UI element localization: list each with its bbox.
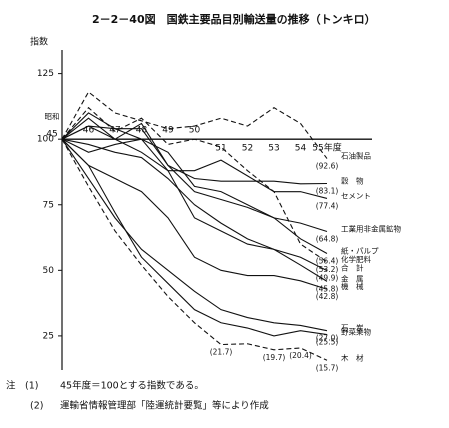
x-tick-label: 48: [136, 126, 148, 136]
x-tick-label: 54: [295, 144, 307, 154]
value-label: (77.4): [316, 201, 339, 210]
series-line: [61, 138, 328, 282]
series-line: [61, 122, 328, 185]
x-tick-label: 45: [46, 130, 57, 140]
series-name: 石 炭: [341, 324, 364, 333]
series-name: 金 属: [341, 273, 364, 283]
x-tick-label: 49: [162, 126, 174, 136]
series-name: 野菜果物: [341, 327, 371, 337]
series-name: 合 計: [341, 263, 364, 273]
series-name: セメント: [341, 191, 371, 200]
value-label: (15.7): [316, 363, 339, 372]
series-name: 木 材: [341, 352, 364, 362]
series-name: 穀 物: [341, 176, 364, 186]
series-name: 工業用非金属鉱物: [341, 224, 401, 234]
x-tick-label: 52: [242, 144, 253, 154]
notes: 注 (1) 45年度＝100とする指数である。 (2) 運輸省情報管理部「陸運統…: [6, 380, 269, 412]
x-prefix: 昭和: [45, 112, 60, 121]
y-tick-label: 125: [37, 69, 54, 79]
note-mark: (2): [30, 401, 43, 412]
value-label: (83.1): [316, 187, 339, 196]
y-tick-label: 25: [43, 331, 54, 341]
value-label: (25.5): [316, 338, 339, 347]
value-label: (27.0): [316, 334, 339, 343]
y-tick-label: 50: [43, 266, 55, 276]
value-label: (49.9): [316, 274, 339, 283]
series-line: [61, 106, 328, 263]
value-label: (56.4): [316, 257, 339, 266]
chart-title: 2－2－40図 国鉄主要品目別輸送量の推移（トンキロ）: [92, 12, 376, 26]
value-label: (92.6): [316, 162, 339, 171]
series-name: 紙・パルプ: [341, 246, 379, 256]
series-line: [61, 138, 328, 290]
note-text: 45年度＝100とする指数である。: [60, 380, 204, 392]
x-tick-label: 55年度: [312, 142, 341, 154]
x-tick-label: 53: [268, 144, 279, 154]
y-axis-label: 指数: [30, 36, 48, 48]
note-text: 運輸省情報管理部「陸運統計要覧」等により作成: [60, 400, 269, 412]
series-line: [61, 138, 328, 272]
x-tick-label: 51: [215, 144, 226, 154]
series-line: [61, 117, 328, 199]
value-label: (64.8): [316, 235, 339, 244]
series-name: 石油製品: [341, 151, 371, 161]
y-tick-label: 100: [37, 135, 54, 145]
x-tick-label: 46: [83, 126, 95, 136]
y-tick-label: 75: [43, 200, 54, 210]
value-label: (42.8): [316, 292, 339, 301]
series-name: 機 械: [341, 281, 364, 291]
series-line: [61, 125, 328, 233]
series-line: [61, 138, 328, 361]
series-line: [61, 138, 328, 337]
value-label: (19.7): [263, 353, 286, 362]
note-mark: 注 (1): [6, 380, 38, 392]
value-label: (21.7): [210, 348, 233, 357]
series-name: 化学肥料: [341, 254, 371, 264]
x-tick-label: 50: [189, 126, 201, 136]
value-label: (53.2): [316, 265, 339, 274]
series-line: [61, 138, 328, 332]
value-label: (20.4): [289, 351, 312, 360]
series-line: [61, 91, 328, 159]
